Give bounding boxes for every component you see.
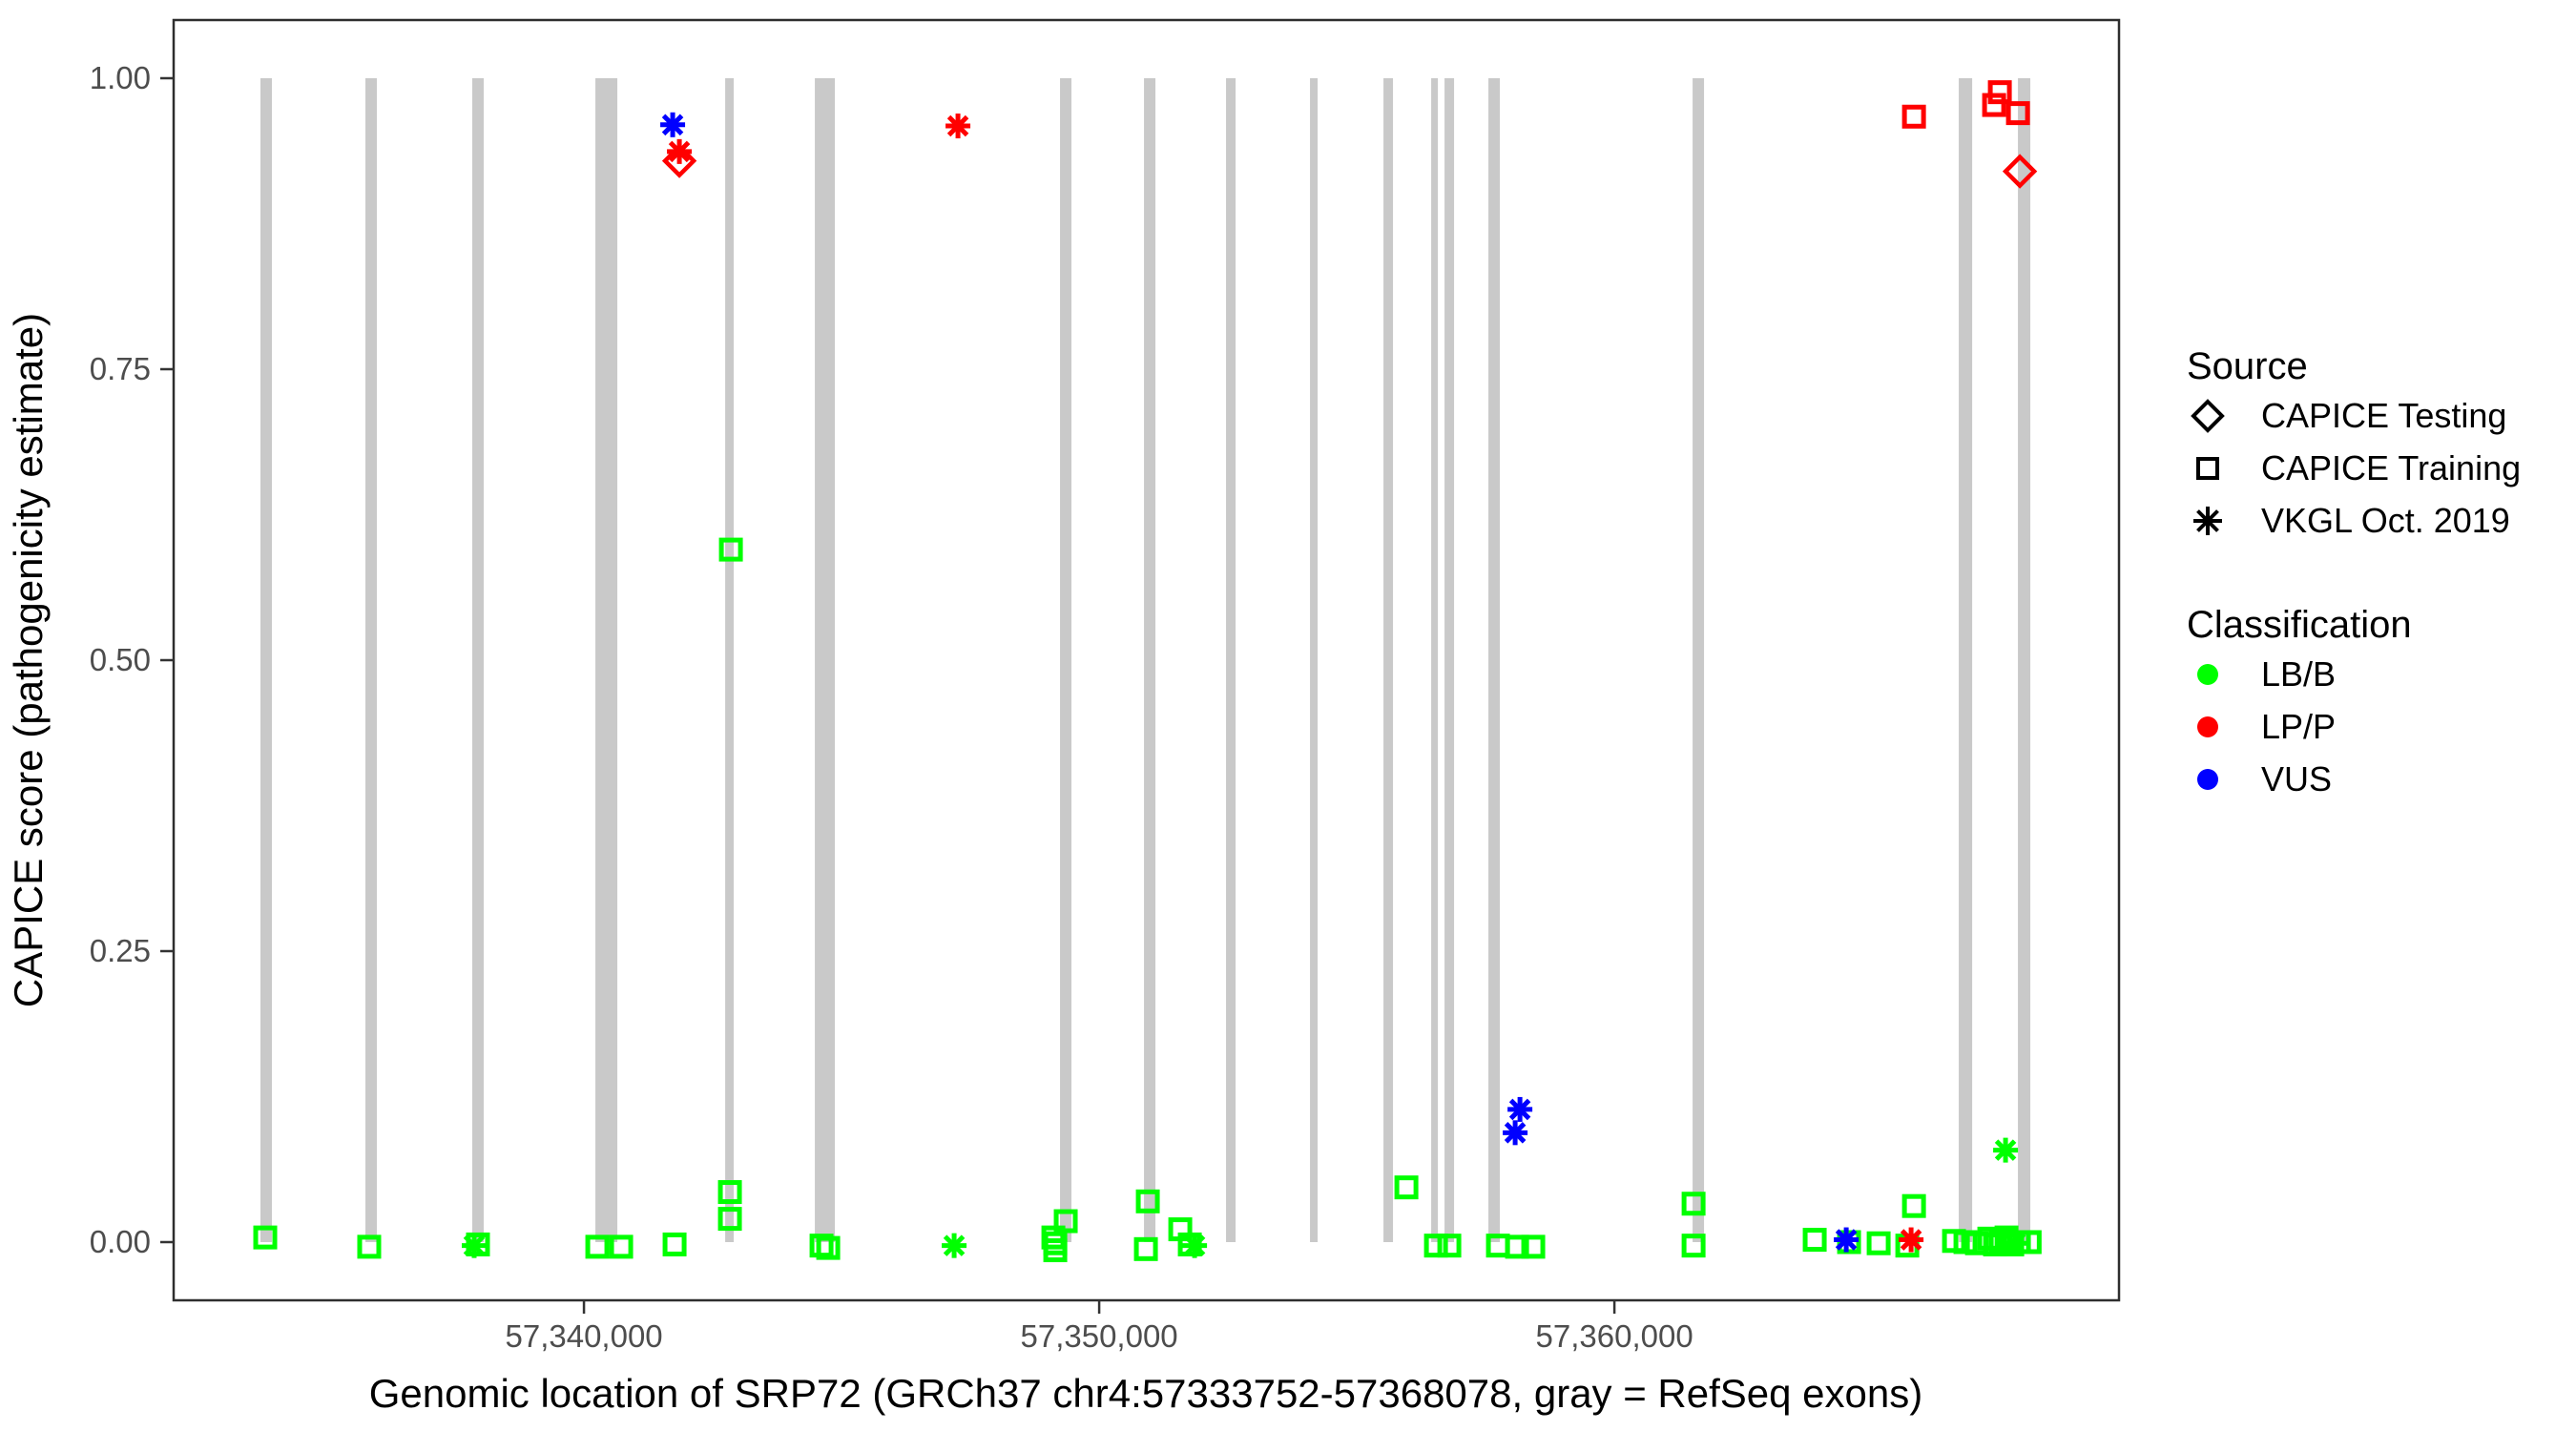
data-point-square — [1802, 1228, 1827, 1253]
exon-bar — [1693, 78, 1705, 1242]
exon-bars-layer — [260, 78, 2031, 1242]
data-point-square — [662, 1232, 687, 1256]
data-point-asterisk — [1503, 1120, 1528, 1146]
legend-item-label: VUS — [2261, 758, 2333, 798]
legend-item-capice-testing: CAPICE Testing — [2187, 389, 2521, 442]
x-tick-label: 57,340,000 — [505, 1318, 662, 1354]
legend-item-label: LP/P — [2261, 706, 2337, 746]
data-point-square — [816, 1235, 841, 1260]
data-point-asterisk — [1899, 1227, 1924, 1253]
legend: Source CAPICE Testing CAPICE Training — [2187, 343, 2521, 805]
data-point-square — [717, 1180, 742, 1205]
green-dot-icon — [2187, 653, 2229, 695]
data-point-asterisk — [942, 1233, 967, 1258]
data-point-square — [1901, 104, 1926, 129]
exon-bar — [595, 78, 618, 1242]
y-tick-label: 0.00 — [90, 1224, 151, 1259]
legend-source-title: Source — [2187, 345, 2308, 387]
legend-item-label: CAPICE Testing — [2261, 395, 2507, 435]
square-icon — [2187, 447, 2229, 489]
exon-bar — [1060, 78, 1072, 1242]
data-point-square — [1866, 1231, 1891, 1255]
data-point-square — [1521, 1234, 1546, 1259]
data-point-asterisk — [461, 1233, 487, 1258]
blue-dot-icon — [2187, 758, 2229, 800]
y-tick-label: 0.50 — [90, 642, 151, 677]
exon-bar — [1431, 78, 1439, 1242]
data-point-square — [1901, 1193, 1926, 1218]
data-point-asterisk — [1993, 1137, 2019, 1163]
data-point-asterisk — [660, 112, 686, 137]
data-point-asterisk — [1182, 1233, 1208, 1258]
data-point-square — [1681, 1192, 1706, 1216]
data-point-square — [1681, 1234, 1706, 1258]
exon-bar — [725, 78, 735, 1242]
legend-item-vus: VUS — [2187, 753, 2521, 805]
data-point-square — [1423, 1234, 1448, 1258]
data-point-square — [609, 1234, 634, 1259]
data-point-square — [253, 1225, 278, 1250]
data-point-square — [1043, 1238, 1068, 1263]
legend-classification-title: Classification — [2187, 604, 2412, 646]
data-point-square — [2005, 101, 2030, 126]
data-point-square — [1135, 1189, 1160, 1213]
legend-item-label: LB/B — [2261, 653, 2337, 694]
y-axis: 0.00 0.25 0.50 0.75 1.00 — [90, 60, 174, 1259]
asterisk-icon — [2187, 500, 2229, 542]
data-point-square — [585, 1234, 610, 1259]
data-point-square — [718, 537, 743, 562]
exon-bar — [2018, 78, 2031, 1242]
data-point-asterisk — [1507, 1096, 1533, 1122]
exon-bar — [471, 78, 484, 1242]
data-point-square — [2017, 1230, 2042, 1255]
exon-bar — [1959, 78, 1973, 1242]
data-point-square — [1394, 1175, 1419, 1200]
x-tick-label: 57,360,000 — [1536, 1318, 1693, 1354]
data-point-square — [1505, 1234, 1529, 1259]
exon-bar — [1444, 78, 1455, 1242]
exon-bar — [1488, 78, 1501, 1242]
x-tick-label: 57,350,000 — [1021, 1318, 1178, 1354]
data-point-square — [1437, 1234, 1462, 1258]
exon-bar — [1144, 78, 1156, 1242]
data-point-asterisk — [1834, 1227, 1859, 1253]
legend-classification-group: Classification LB/B LP/P VUS — [2187, 602, 2521, 805]
data-point-square — [1987, 80, 2012, 105]
data-point-asterisk — [667, 138, 693, 164]
data-point-diamond — [661, 143, 697, 178]
data-point-asterisk — [945, 114, 971, 139]
legend-item-vkgl: VKGL Oct. 2019 — [2187, 494, 2521, 547]
diamond-icon — [2187, 395, 2229, 437]
legend-item-lbb: LB/B — [2187, 648, 2521, 700]
data-point-square — [357, 1234, 382, 1259]
exon-bar — [260, 78, 272, 1242]
y-axis-title: CAPICE score (pathogenicity estimate) — [6, 313, 51, 1007]
exon-bar — [1226, 78, 1236, 1242]
exon-bar — [1383, 78, 1394, 1242]
exon-bar — [1310, 78, 1319, 1242]
legend-item-lpp: LP/P — [2187, 700, 2521, 753]
data-point-square — [717, 1207, 742, 1232]
data-point-square — [1133, 1236, 1158, 1261]
legend-item-label: CAPICE Training — [2261, 447, 2522, 487]
exon-bar — [364, 78, 377, 1242]
x-axis: 57,340,000 57,350,000 57,360,000 — [505, 1300, 1693, 1354]
data-point-square — [1982, 93, 2006, 117]
y-tick-label: 1.00 — [90, 60, 151, 95]
y-tick-label: 0.25 — [90, 933, 151, 968]
legend-source-group: Source CAPICE Testing CAPICE Training — [2187, 343, 2521, 547]
legend-item-label: VKGL Oct. 2019 — [2261, 500, 2510, 540]
data-points-layer — [253, 80, 2042, 1263]
x-axis-title: Genomic location of SRP72 (GRCh37 chr4:5… — [369, 1371, 1922, 1416]
y-tick-label: 0.75 — [90, 351, 151, 386]
legend-item-capice-training: CAPICE Training — [2187, 442, 2521, 494]
data-point-square — [1053, 1209, 1078, 1234]
data-point-diamond — [2002, 154, 2038, 189]
red-dot-icon — [2187, 706, 2229, 748]
legend-gap — [2187, 547, 2521, 602]
exon-bar — [815, 78, 836, 1242]
